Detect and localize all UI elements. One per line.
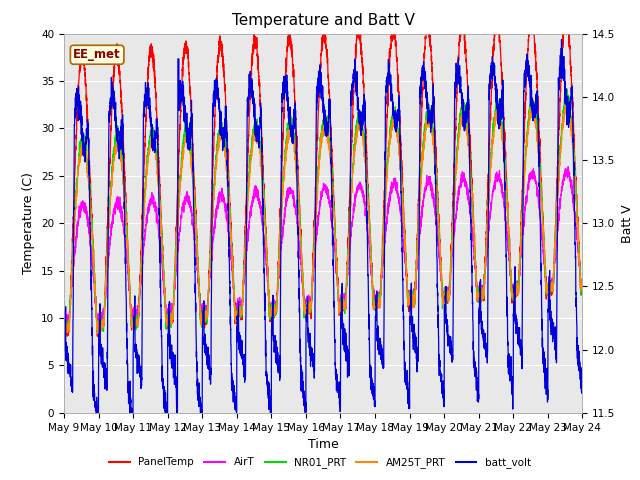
Legend: PanelTemp, AirT, NR01_PRT, AM25T_PRT, batt_volt: PanelTemp, AirT, NR01_PRT, AM25T_PRT, ba… (105, 453, 535, 472)
Title: Temperature and Batt V: Temperature and Batt V (232, 13, 415, 28)
X-axis label: Time: Time (308, 438, 339, 451)
Text: EE_met: EE_met (74, 48, 121, 61)
Y-axis label: Batt V: Batt V (621, 204, 634, 242)
Y-axis label: Temperature (C): Temperature (C) (22, 172, 35, 274)
